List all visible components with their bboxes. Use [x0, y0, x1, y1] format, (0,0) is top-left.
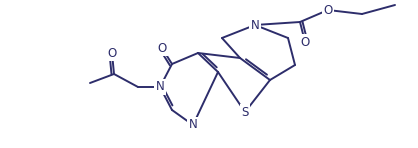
Text: N: N — [189, 119, 197, 132]
Text: N: N — [155, 81, 164, 94]
Text: O: O — [107, 46, 117, 59]
Text: O: O — [301, 36, 310, 49]
Text: N: N — [251, 18, 260, 32]
Text: O: O — [324, 4, 333, 16]
Text: S: S — [241, 106, 249, 119]
Text: O: O — [157, 41, 167, 54]
